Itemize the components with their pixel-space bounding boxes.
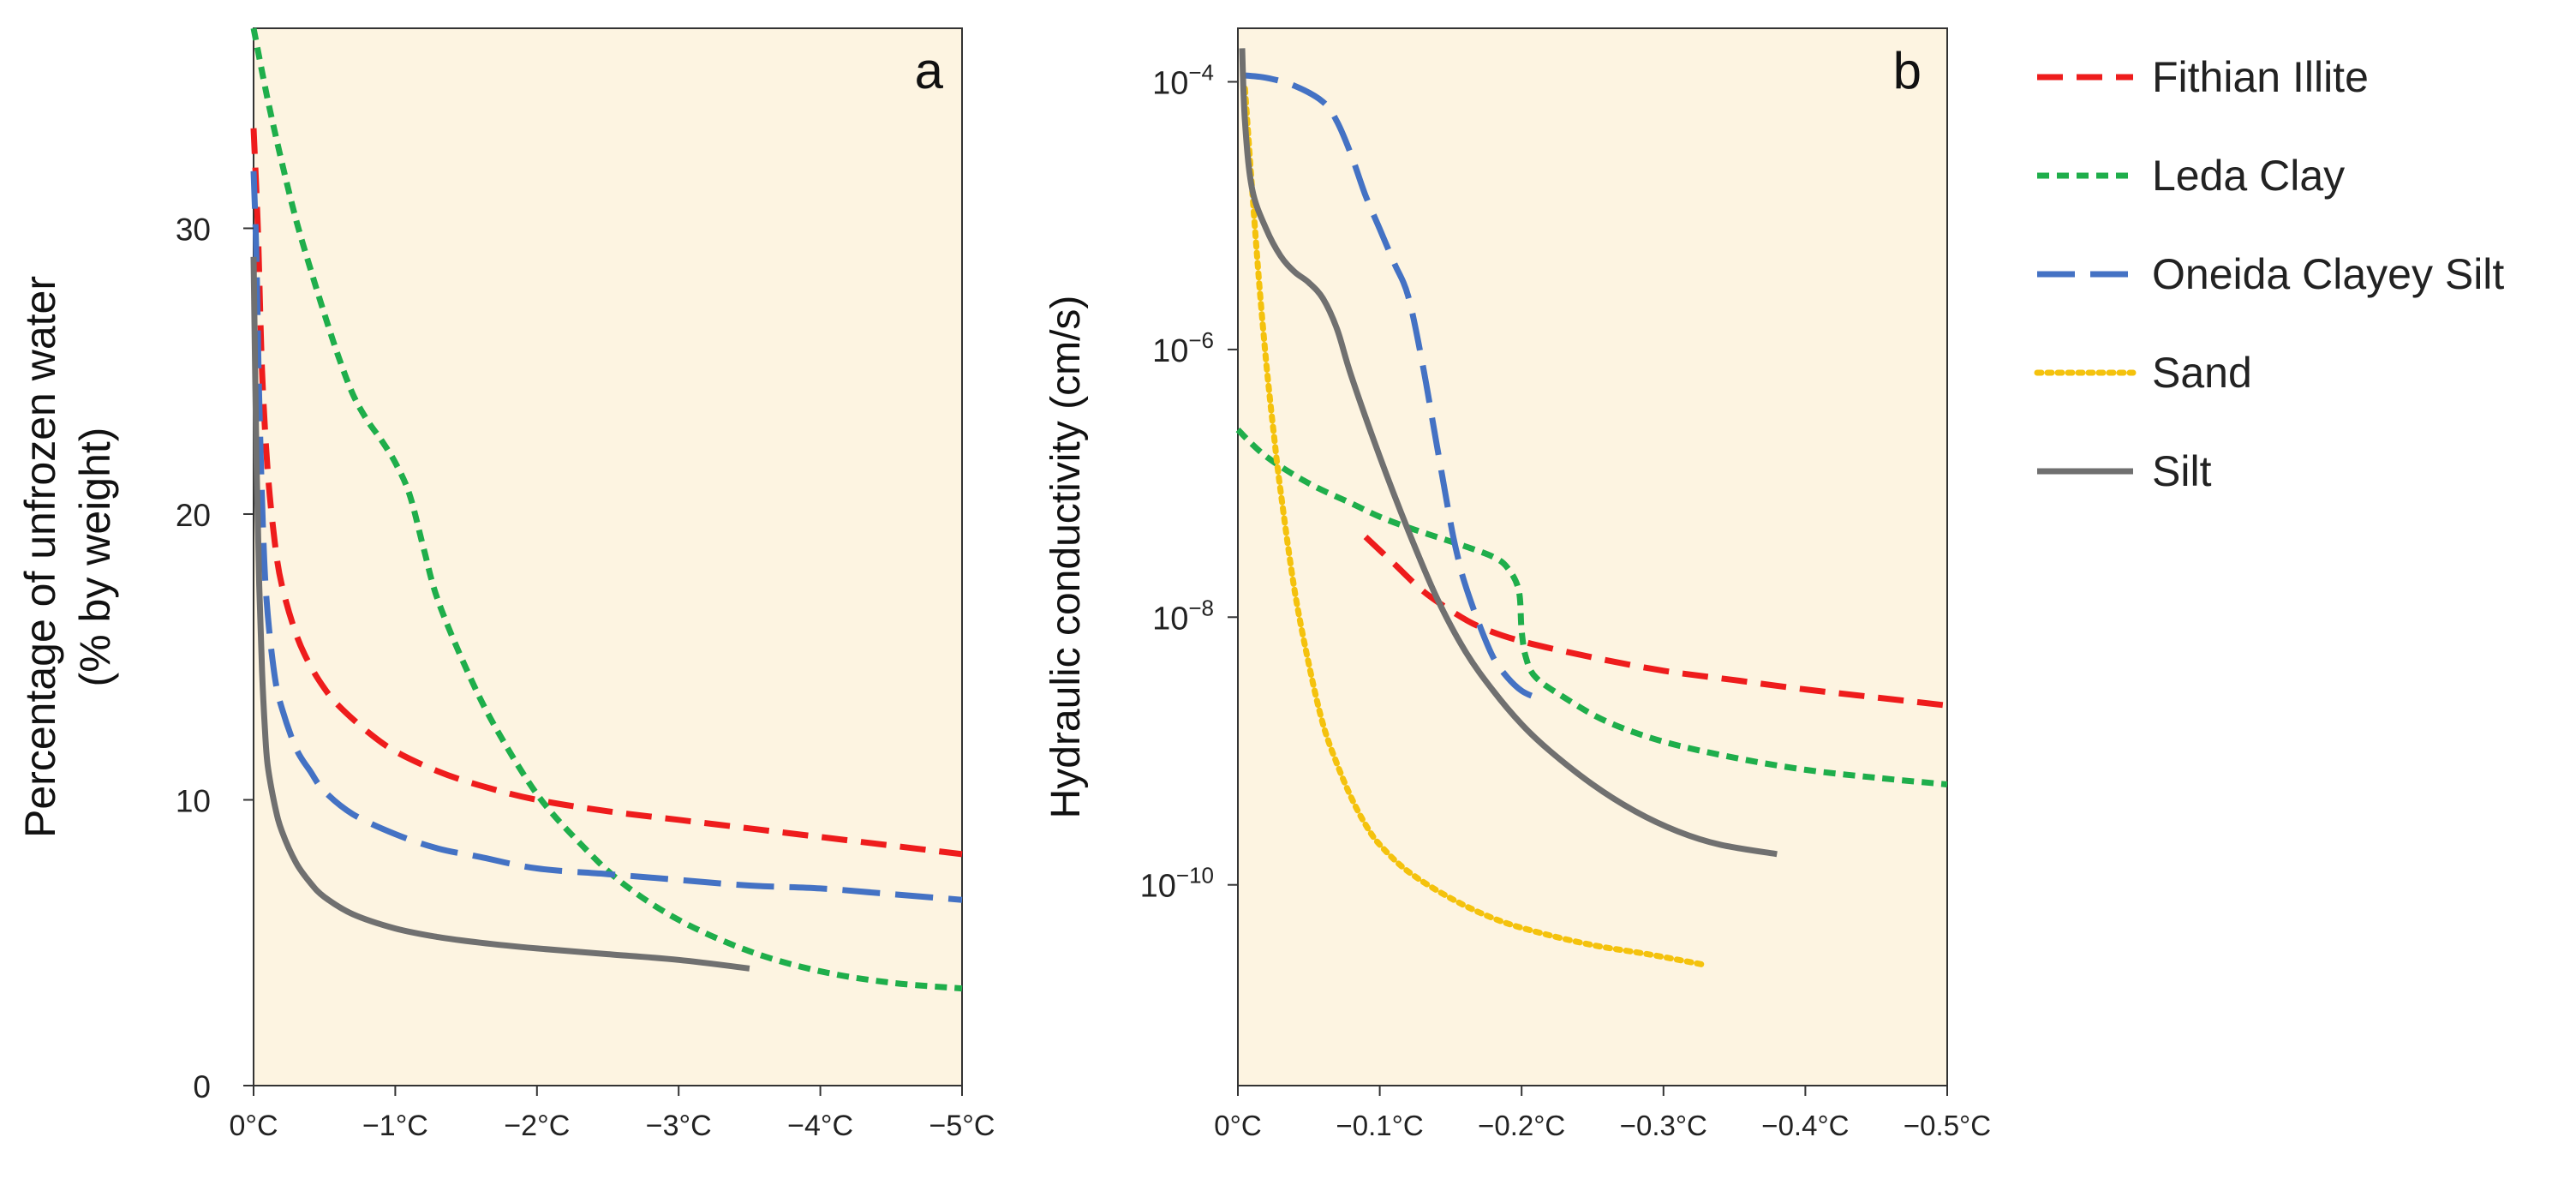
legend-label: Fithian Illite <box>2152 53 2369 101</box>
y-tick-label: 10−4 <box>1152 59 1214 101</box>
y-tick-label: 10−10 <box>1140 863 1214 905</box>
x-tick-label: 0°C <box>229 1110 278 1142</box>
series-line-oneida <box>250 171 963 903</box>
legend: Fithian Illite Leda Clay Oneida Clayey Sil… <box>2034 53 2504 495</box>
legend-label: Oneida Clayey Silt <box>2152 250 2504 298</box>
y-tick-label: 10−8 <box>1152 595 1214 637</box>
legend-item-fithian: Fithian Illite <box>2037 53 2369 101</box>
x-tick-label: −1°C <box>362 1110 428 1142</box>
legend-item-leda: Leda Clay <box>2037 152 2345 200</box>
x-tick-label: −5°C <box>929 1110 995 1142</box>
series-line-sand <box>1241 85 1709 968</box>
panel-a-plot-area <box>253 27 963 1086</box>
x-tick-label: 0°C <box>1214 1110 1261 1141</box>
panel-b-y-axis-label: Hydraulic conductivity (cm/s) <box>1043 296 1089 819</box>
series-line-silt <box>250 256 750 972</box>
series-line-oneida <box>1240 72 1538 701</box>
series-line-leda <box>250 27 963 992</box>
legend-label: Leda Clay <box>2152 152 2345 200</box>
series-line-silt <box>1239 48 1778 858</box>
panel-a-y-axis-label-line-2: (% by weight) <box>71 428 119 687</box>
y-tick-label: 0 <box>193 1069 211 1104</box>
x-tick-label: −0.2°C <box>1478 1110 1565 1141</box>
x-tick-label: −0.3°C <box>1620 1110 1707 1141</box>
panel-b-plot-area <box>1237 27 1948 1086</box>
legend-item-silt: Silt <box>2037 447 2212 495</box>
x-tick-label: −3°C <box>646 1110 712 1142</box>
panel-b-label: b <box>1893 42 1922 99</box>
legend-item-oneida: Oneida Clayey Silt <box>2037 250 2504 298</box>
panel-a: 0 10 20 30 0°C −1°C −2°C −3°C −4°C −5°C a Percent… <box>16 27 995 1142</box>
x-tick-label: −4°C <box>787 1110 853 1142</box>
y-tick-label: 10−6 <box>1152 327 1214 369</box>
x-tick-label: −0.4°C <box>1761 1110 1849 1141</box>
x-tick-label: −2°C <box>504 1110 570 1142</box>
series-line-fithian <box>1363 535 1948 709</box>
panel-a-label: a <box>915 42 944 99</box>
y-tick-label: 20 <box>176 498 211 533</box>
legend-item-sand: Sand <box>2034 349 2252 397</box>
legend-label: Silt <box>2152 447 2212 495</box>
x-tick-label: −0.5°C <box>1904 1110 1991 1141</box>
x-tick-label: −0.1°C <box>1336 1110 1424 1141</box>
y-tick-label: 10 <box>176 783 211 818</box>
panel-a-y-axis-label-line-1: Percentage of unfrozen water <box>16 276 64 838</box>
panel-b: 10−4 10−6 10−8 10−10 0°C −0.1°C −0.2°C −0.3°C −0… <box>1043 27 1991 1141</box>
y-tick-label: 30 <box>176 212 211 247</box>
series-line-fithian <box>250 128 963 858</box>
series-line-leda <box>1235 428 1948 787</box>
legend-label: Sand <box>2152 349 2252 397</box>
